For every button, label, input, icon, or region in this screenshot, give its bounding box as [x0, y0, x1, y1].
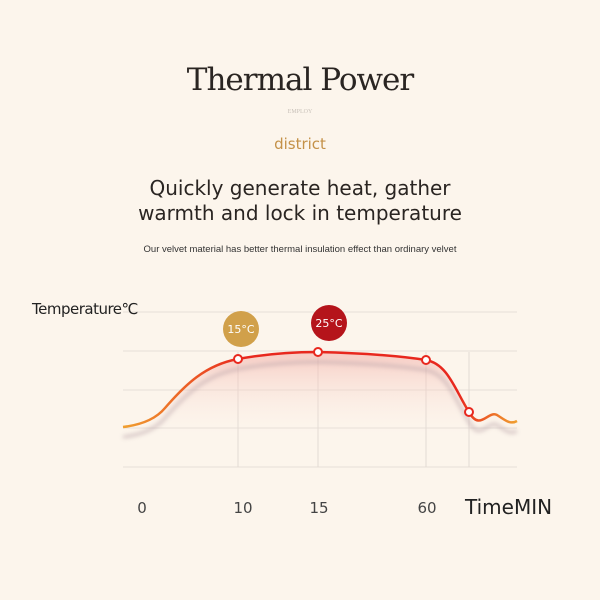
point-15 [313, 347, 323, 357]
shadow-line [122, 360, 518, 439]
temperature-line [122, 350, 518, 429]
x-tick-0: 0 [137, 499, 147, 517]
headline-line-1: Quickly generate heat, gather [149, 176, 451, 200]
district-label: district [274, 135, 326, 153]
subtitle: Our velvet material has better thermal i… [143, 244, 457, 255]
badge-label-15: 25°C [315, 317, 342, 330]
badge-15 [311, 305, 347, 341]
area-fill [123, 352, 517, 440]
point-10 [233, 354, 243, 364]
x-tick-10: 10 [233, 499, 253, 517]
x-axis-label: TimeMIN [465, 495, 553, 519]
point-drop [464, 407, 474, 417]
page-title: Thermal Power [186, 62, 414, 98]
point-60 [421, 355, 431, 365]
headline: Quickly generate heat, gather warmth and… [0, 176, 600, 226]
x-tick-60: 60 [417, 499, 437, 517]
badge-label-10: 15°C [227, 323, 254, 336]
x-tick-15: 15 [309, 499, 329, 517]
headline-line-2: warmth and lock in temperature [138, 201, 462, 225]
badge-10 [223, 311, 259, 347]
brand-watermark: EMPLOY [287, 109, 313, 115]
y-axis-label: Temperature℃ [32, 300, 138, 318]
